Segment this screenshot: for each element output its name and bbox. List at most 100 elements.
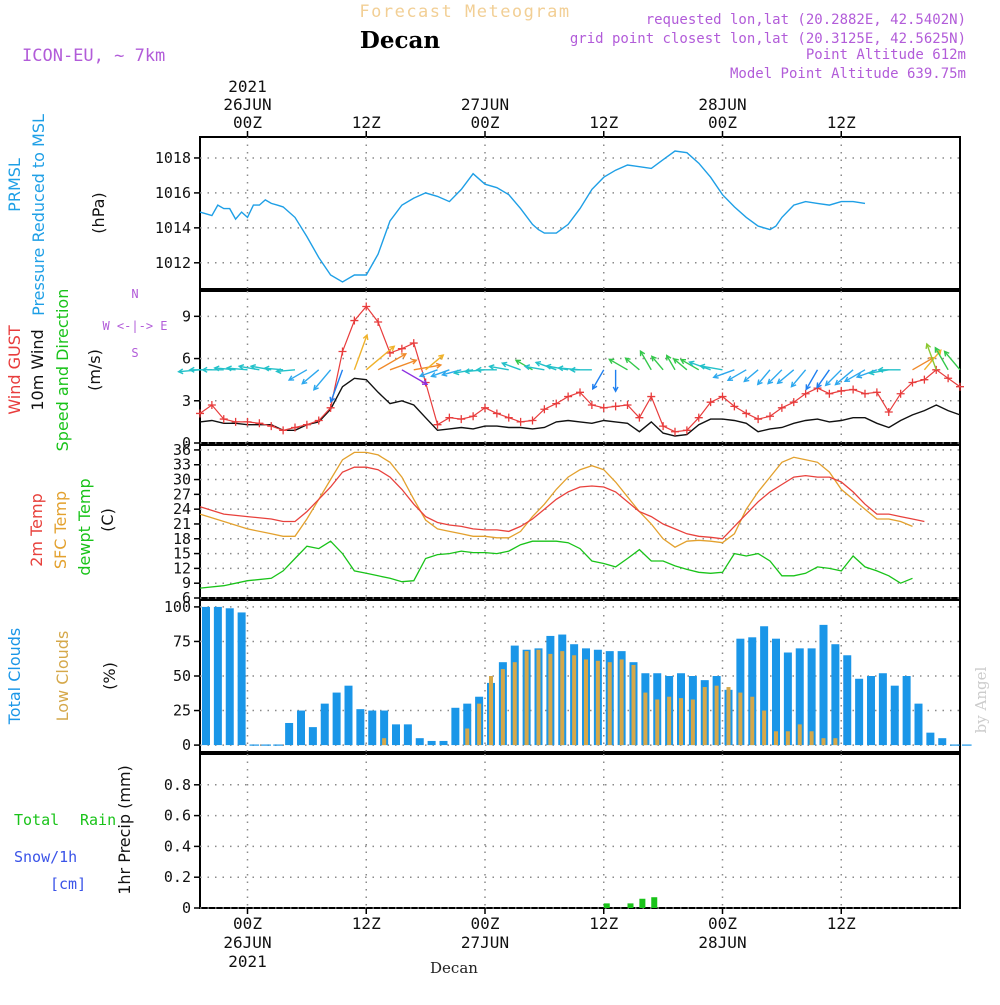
wind-gust-marker [718, 392, 727, 401]
wind-direction-arrowhead [201, 366, 208, 373]
wind-ytick-label-3: 9 [182, 307, 191, 325]
wind-direction-arrow [419, 369, 438, 377]
cloud-total-bar [368, 710, 377, 746]
wind-direction-arrow [625, 357, 640, 371]
wind-gust-marker [362, 302, 371, 311]
wind-direction-arrowhead [237, 363, 245, 370]
wind-direction-arrowhead [475, 366, 482, 373]
bottom-date-label-4: 28JUN [698, 933, 746, 952]
cloud-total-bar [878, 673, 887, 746]
wind-gust-marker [445, 413, 454, 422]
chart-title: Forecast Meteogram [359, 2, 570, 22]
temperature-ytick-label-6: 24 [173, 500, 191, 518]
wind-direction-arrowhead [608, 358, 615, 364]
wind-direction-arrowhead [441, 370, 448, 377]
wind-gust-marker [706, 398, 715, 407]
cloud-total-bar [308, 727, 317, 746]
wind-direction-arrow [413, 364, 441, 371]
wind-direction-arrowhead [275, 368, 282, 375]
clouds-ytick-label-2: 50 [173, 667, 191, 685]
cloud-total-bar [926, 732, 935, 746]
temperature-ytick-label-9: 33 [173, 456, 191, 474]
top-time-label-2: 00Z [471, 113, 500, 132]
bottom-time-label-1: 12Z [352, 914, 381, 933]
cloud-low-bar [465, 728, 470, 746]
bottom-time-label-4: 00Z [708, 914, 737, 933]
wind-gust-marker [671, 427, 679, 436]
wind-direction-arrowhead [756, 379, 763, 386]
precip-ytick-label-0: 0 [182, 899, 191, 917]
clouds-ytick-label-1: 25 [173, 702, 191, 720]
precip-ytick-label-3: 0.6 [164, 807, 191, 825]
wind-direction-arrow [608, 358, 628, 371]
wind-direction-arrowhead [435, 362, 443, 369]
wind-direction-arrow [401, 369, 428, 385]
sfc-temp-line [199, 451, 913, 548]
wind-direction-arrowhead [514, 359, 522, 365]
cloud-low-bar [809, 731, 814, 746]
wind-direction-arrowhead [639, 349, 646, 357]
gridpoint-coords: grid point closest lon,lat (20.3125E, 42… [570, 31, 966, 47]
bottom-date-label-0: 26JUN [223, 933, 271, 952]
pressure-label-msl: Pressure Reduced to MSL [29, 114, 48, 316]
cloud-total-bar [867, 676, 875, 746]
bottom-time-label-0: 00Z [233, 914, 262, 933]
point-altitude: Point Altitude 612m [806, 47, 966, 63]
wind-gust-marker [861, 389, 869, 398]
dewpoint-label: dewpt Temp [75, 478, 94, 575]
cloud-low-bar [536, 649, 541, 746]
wind-direction-arrowhead [213, 365, 220, 372]
top-time-label-3: 12Z [589, 113, 618, 132]
top-time-label-1: 12Z [352, 113, 381, 132]
wind-direction-arrowhead [188, 366, 195, 373]
top-time-label-5: 12Z [827, 113, 856, 132]
wind-direction-arrowhead [834, 379, 841, 386]
wind-direction-arrow [680, 358, 700, 371]
wind-gust-marker [374, 317, 383, 326]
wind-direction-arrowhead [421, 379, 429, 386]
top-date-label-4: 28JUN [698, 95, 746, 114]
pressure-frame [199, 136, 961, 290]
wind-direction-arrowhead [877, 366, 884, 373]
wind-direction-arrow [666, 355, 676, 371]
wind-direction-arrow [805, 369, 819, 390]
wind-direction-arrow [790, 369, 807, 388]
temp-2m-label: 2m Temp [27, 493, 46, 567]
top-year-label-0: 2021 [228, 77, 267, 96]
wind-gust-marker [659, 422, 668, 431]
cloud-total-bar [451, 707, 460, 746]
wind-direction-arrowhead [824, 380, 831, 387]
wind-direction-arrowhead [679, 358, 687, 365]
wind-direction-arrowhead [225, 365, 232, 372]
sfc-temp-label: SFC Temp [51, 491, 70, 569]
wind-direction-arrowhead [438, 354, 445, 360]
wind-speed-direction-label: Speed and Direction [53, 289, 72, 452]
cloud-total-bar [380, 710, 389, 746]
wind-direction-arrowhead [177, 368, 184, 375]
cloud-low-bar [560, 651, 565, 746]
wind-gust-marker [504, 413, 513, 422]
wind-direction-arrow [757, 369, 771, 385]
wind-direction-arrow [700, 365, 723, 371]
wind-gust-marker [896, 389, 905, 398]
wind-direction-arrowhead [712, 373, 719, 379]
wind-gust-marker [397, 344, 406, 353]
model-label: ICON-EU, ~ 7km [22, 46, 165, 66]
wind-direction-arrow [639, 350, 652, 371]
wind-direction-arrow [912, 357, 934, 371]
wind-direction-arrow [651, 355, 664, 371]
top-date-label-0: 26JUN [223, 95, 271, 114]
wind-direction-arrowhead [592, 383, 598, 391]
wind-gust-marker [219, 415, 228, 424]
wind-direction-arrow [825, 369, 842, 386]
cloud-low-bar [631, 664, 636, 746]
pressure-unit-label: (hPa) [89, 192, 108, 233]
wind-gust-marker [255, 419, 264, 428]
wind-gust-marker [481, 403, 489, 412]
wind-direction-arrow [377, 353, 407, 371]
cloud-low-bar [524, 651, 529, 746]
watermark: by Angel [972, 666, 990, 733]
cloud-total-bar [760, 626, 769, 746]
cloud-total-bar [297, 710, 305, 746]
precip-ytick-label-2: 0.4 [164, 837, 191, 855]
